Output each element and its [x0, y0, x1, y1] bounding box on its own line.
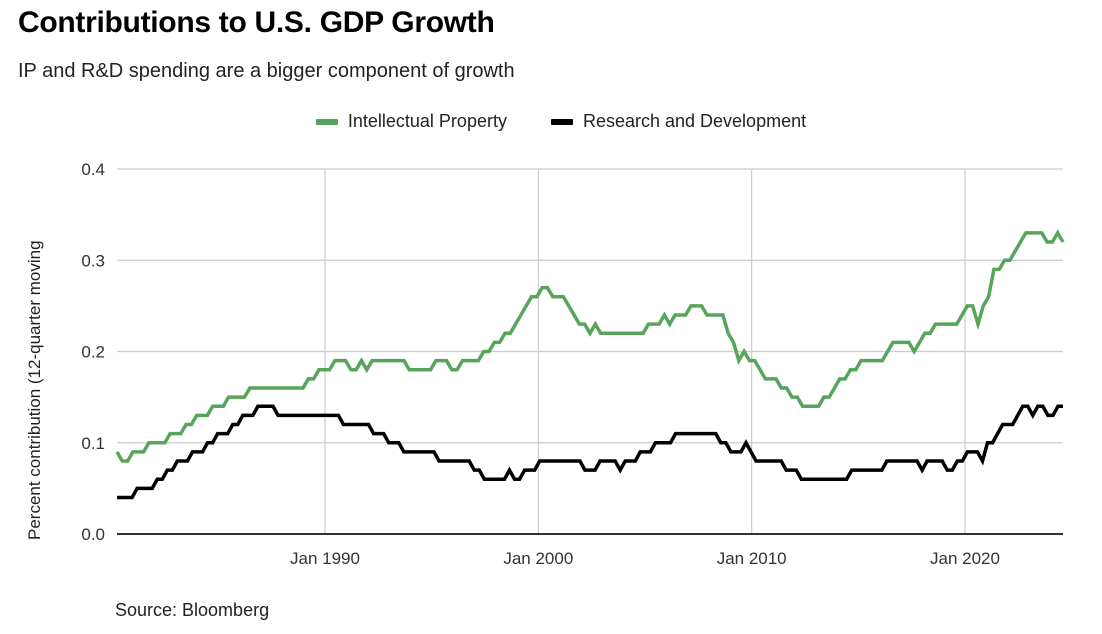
legend-label-intellectual-property: Intellectual Property	[347, 111, 507, 131]
series-lines	[115, 229, 1065, 500]
gridlines	[117, 168, 1063, 535]
y-tick-label: 0.4	[81, 160, 105, 179]
series-line-intellectual-property[interactable]	[115, 229, 1065, 463]
chart-subtitle: IP and R&D spending are a bigger compone…	[18, 60, 515, 82]
legend-label-research-and-development: Research and Development	[582, 111, 807, 131]
legend-item-intellectual-property[interactable]: Intellectual Property	[315, 111, 507, 132]
x-tick-label: Jan 2010	[717, 549, 787, 568]
y-tick-label: 0.3	[81, 251, 105, 270]
y-tick-label: 0.2	[81, 343, 105, 362]
y-tick-label: 0.0	[81, 525, 105, 544]
legend-swatch-research-and-development	[550, 118, 573, 125]
x-tick-label: Jan 1990	[290, 549, 360, 568]
x-tick-label: Jan 2020	[930, 549, 1000, 568]
series-line-research-and-development[interactable]	[117, 404, 1063, 500]
source-note: Source: Bloomberg	[115, 600, 270, 620]
x-tick-labels: Jan 1990 Jan 2000 Jan 2010 Jan 2020	[290, 549, 1000, 568]
y-axis-title: Percent contribution (12-quarter moving	[25, 240, 44, 540]
y-tick-labels: 0.0 0.1 0.2 0.3 0.4	[81, 160, 105, 544]
legend-swatch-intellectual-property	[315, 118, 338, 125]
x-tick-label: Jan 2000	[503, 549, 573, 568]
chart-title: Contributions to U.S. GDP Growth	[18, 6, 495, 39]
y-tick-label: 0.1	[81, 434, 105, 453]
legend: Intellectual Property Research and Devel…	[0, 111, 1102, 132]
legend-item-research-and-development[interactable]: Research and Development	[550, 111, 807, 132]
